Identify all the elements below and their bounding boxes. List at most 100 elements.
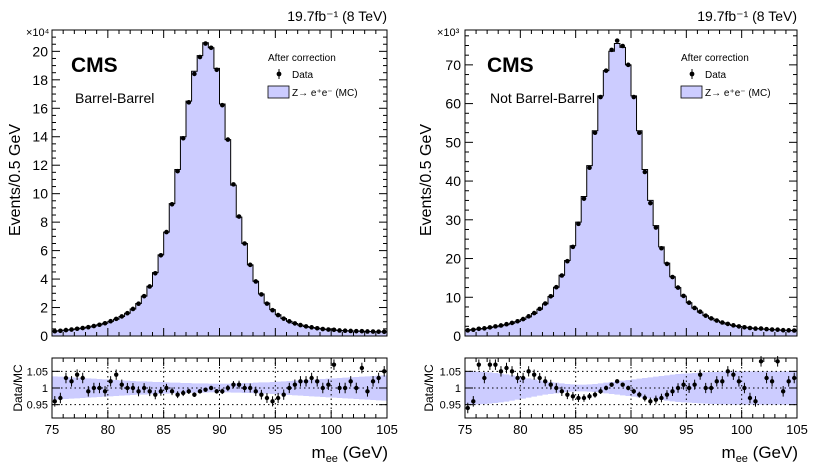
x-tick-label: 95 xyxy=(268,422,282,437)
ratio-point xyxy=(225,385,231,391)
ratio-point xyxy=(543,379,548,384)
data-point xyxy=(714,318,720,323)
ratio-point xyxy=(631,389,636,394)
ratio-point xyxy=(482,375,487,381)
ratio-point xyxy=(675,385,681,391)
x-tick-label: 90 xyxy=(624,422,638,437)
legend-mc-label: Z→ e⁺e⁻ (MC) xyxy=(705,88,771,99)
x-tick-label: 80 xyxy=(101,422,115,437)
main-plot: 0 2 4 6 8 10 12 14 16 18 20 xyxy=(32,29,388,344)
data-point xyxy=(247,262,253,268)
data-point xyxy=(708,316,714,321)
data-point xyxy=(620,43,625,49)
ratio-point xyxy=(58,395,63,401)
ratio-point xyxy=(186,389,191,394)
ratio-point xyxy=(130,385,136,391)
experiment-label: CMS xyxy=(71,54,118,77)
ratio-point xyxy=(208,385,214,391)
y-tick-label: 18 xyxy=(32,72,48,88)
ratio-point xyxy=(97,385,102,391)
y-tick-label: 20 xyxy=(32,43,48,59)
data-point xyxy=(686,300,692,305)
data-point xyxy=(487,325,493,330)
ratio-point xyxy=(231,382,236,387)
ratio-point xyxy=(114,372,119,377)
ratio-point xyxy=(315,379,320,384)
ratio-point xyxy=(742,385,747,391)
region-label: Barrel-Barrel xyxy=(75,90,154,106)
data-point xyxy=(74,326,80,332)
ratio-point xyxy=(720,379,725,384)
data-point xyxy=(692,305,697,311)
ratio-point xyxy=(465,405,470,411)
ratio-point xyxy=(354,385,359,391)
ratio-point xyxy=(242,385,247,391)
left-panel: 19.7fb⁻¹ (8 TeV) Events/0.5 GeV ×10⁴ 0 2 4… xyxy=(7,8,398,464)
ratio-point xyxy=(548,382,553,387)
ratio-point xyxy=(747,395,753,401)
data-point xyxy=(769,327,775,332)
data-point xyxy=(637,130,642,136)
ratio-y-axis-label: Data/MC xyxy=(11,364,25,412)
data-point xyxy=(598,94,603,100)
x-tick-label: 100 xyxy=(320,422,342,437)
x-tick-label: 75 xyxy=(45,422,59,437)
data-point xyxy=(97,322,102,328)
ratio-point xyxy=(298,379,303,384)
ratio-point xyxy=(175,392,180,397)
data-point xyxy=(203,41,208,46)
ratio-point xyxy=(102,389,108,394)
x-tick-label: 100 xyxy=(731,422,753,437)
data-point xyxy=(786,328,791,333)
ratio-point xyxy=(648,399,653,404)
y-tick-label: 10 xyxy=(32,186,48,202)
data-point xyxy=(52,328,58,334)
data-point xyxy=(731,323,736,328)
ratio-point xyxy=(309,375,314,381)
data-point xyxy=(225,137,231,142)
ratio-point xyxy=(769,379,775,384)
ratio-point xyxy=(220,389,225,394)
ratio-point xyxy=(758,359,764,364)
ratio-point xyxy=(214,389,219,394)
data-point xyxy=(592,130,598,136)
data-point xyxy=(242,241,247,246)
data-point xyxy=(570,244,576,250)
data-point xyxy=(764,326,769,332)
ratio-point xyxy=(303,379,309,384)
ratio-point xyxy=(181,390,186,396)
data-point xyxy=(136,301,141,307)
ratio-point xyxy=(359,365,365,371)
data-point xyxy=(236,214,242,219)
data-point xyxy=(85,324,91,330)
data-point xyxy=(542,301,548,306)
data-point xyxy=(476,326,482,332)
ratio-point xyxy=(714,379,719,384)
ratio-point xyxy=(642,395,648,401)
legend-mc-swatch xyxy=(267,85,290,99)
ratio-point xyxy=(504,365,509,371)
ratio-point xyxy=(609,382,614,387)
legend-mc-label: Z→ e⁺e⁻ (MC) xyxy=(292,88,358,99)
ratio-point xyxy=(780,389,786,394)
y-tick-label: 30 xyxy=(445,212,461,228)
ratio-point xyxy=(703,385,708,391)
data-point xyxy=(353,328,359,334)
data-point xyxy=(659,245,664,251)
ratio-point xyxy=(587,394,592,399)
y-tick-label: 0 xyxy=(453,328,461,344)
data-point xyxy=(559,273,565,278)
ratio-y-tick-label: 0.95 xyxy=(27,400,48,412)
data-point xyxy=(69,327,74,332)
y-tick-label: 2 xyxy=(40,300,48,316)
ratio-point xyxy=(320,385,325,391)
data-point xyxy=(554,284,559,290)
ratio-point xyxy=(509,369,515,374)
legend-mc-swatch xyxy=(680,85,703,99)
ratio-y-axis-label: Data/MC xyxy=(422,364,436,412)
data-point xyxy=(365,329,370,334)
data-point xyxy=(642,169,648,175)
data-point xyxy=(119,314,125,319)
data-point xyxy=(697,309,703,315)
